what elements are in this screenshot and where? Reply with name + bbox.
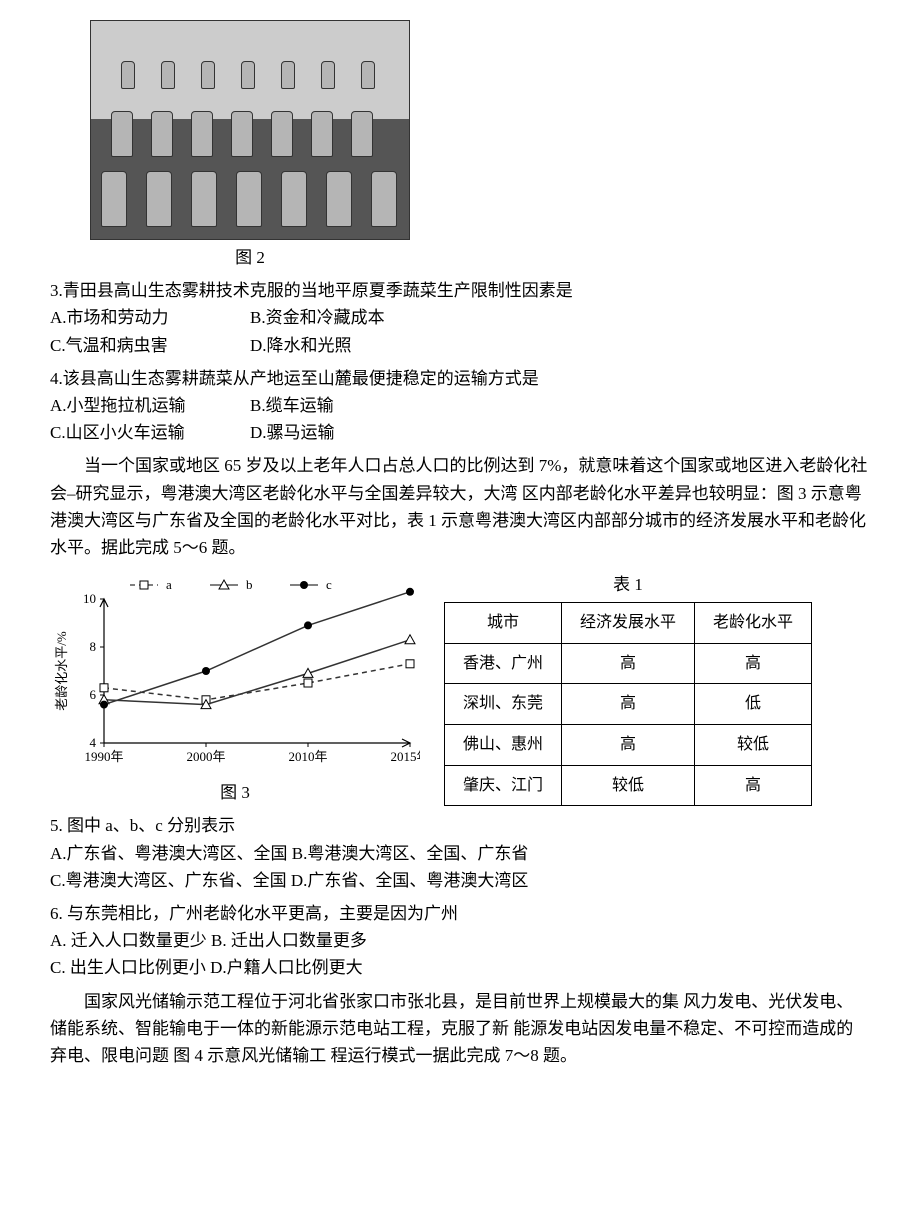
q4-option-b: B.缆车运输 [250,392,450,419]
q3-option-d: D.降水和光照 [250,332,450,359]
passage-7-8: 国家风光储输示范工程位于河北省张家口市张北县，是目前世界上规模最大的集 风力发电… [50,988,870,1070]
table-1-wrap: 表 1 城市经济发展水平老龄化水平香港、广州高高深圳、东莞高低佛山、惠州高较低肇… [444,571,812,806]
svg-text:老龄化水平/%: 老龄化水平/% [54,631,69,711]
table-cell: 深圳、东莞 [445,684,562,725]
table-header: 老龄化水平 [695,603,812,644]
svg-text:10: 10 [83,591,96,606]
svg-text:2010年: 2010年 [288,749,327,764]
q4-option-d: D.骡马运输 [250,419,450,446]
svg-text:2015年: 2015年 [390,749,420,764]
q3-stem: 3.青田县高山生态雾耕技术克服的当地平原夏季蔬菜生产限制性因素是 [50,277,870,304]
svg-text:c: c [326,577,332,592]
q4-option-a: A.小型拖拉机运输 [50,392,250,419]
passage-5-6: 当一个国家或地区 65 岁及以上老年人口占总人口的比例达到 7%，就意味着这个国… [50,452,870,561]
q4-option-c: C.山区小火车运输 [50,419,250,446]
table-cell: 高 [695,765,812,806]
q6-option-b: B. 迁出人口数量更多 [211,931,367,950]
figure-3-caption: 图 3 [50,779,420,806]
table-row: 肇庆、江门较低高 [445,765,812,806]
table-1: 城市经济发展水平老龄化水平香港、广州高高深圳、东莞高低佛山、惠州高较低肇庆、江门… [444,602,812,806]
q5-stem: 5. 图中 a、b、c 分别表示 [50,812,870,839]
q5-option-d: D.广东省、全国、粤港澳大湾区 [291,871,529,890]
table-header: 经济发展水平 [562,603,695,644]
svg-text:8: 8 [90,639,97,654]
q5-option-a: A.广东省、粤港澳大湾区、全国 [50,844,288,863]
svg-text:6: 6 [90,687,97,702]
table-cell: 高 [562,684,695,725]
q6-option-c: C. 出生人口比例更小 [50,958,206,977]
table-cell: 高 [695,643,812,684]
q6-stem: 6. 与东莞相比，广州老龄化水平更高，主要是因为广州 [50,900,870,927]
table-cell: 较低 [562,765,695,806]
q3-option-c: C.气温和病虫害 [50,332,250,359]
svg-text:1990年: 1990年 [84,749,123,764]
table-row: 深圳、东莞高低 [445,684,812,725]
figure-2-image [90,20,410,240]
chart-3: 4 6 8 10 1990年 2000年 2010年 2015年 老龄化水平/% a b c [50,571,420,771]
table-row: 佛山、惠州高较低 [445,725,812,766]
q3-option-b: B.资金和冷藏成本 [250,304,450,331]
table-cell: 高 [562,643,695,684]
table-cell: 肇庆、江门 [445,765,562,806]
table-cell: 较低 [695,725,812,766]
table-cell: 佛山、惠州 [445,725,562,766]
table-row: 香港、广州高高 [445,643,812,684]
svg-text:a: a [166,577,172,592]
q5-option-c: C.粤港澳大湾区、广东省、全国 [50,871,287,890]
chart-3-wrap: 4 6 8 10 1990年 2000年 2010年 2015年 老龄化水平/% a b c 图 3 [50,571,420,806]
svg-text:4: 4 [90,735,97,750]
table-cell: 香港、广州 [445,643,562,684]
svg-text:2000年: 2000年 [186,749,225,764]
q3-option-a: A.市场和劳动力 [50,304,250,331]
q5-option-b: B.粤港澳大湾区、全国、广东省 [292,844,529,863]
table-header: 城市 [445,603,562,644]
q4-stem: 4.该县高山生态雾耕蔬菜从产地运至山麓最便捷稳定的运输方式是 [50,365,870,392]
figure-2-caption: 图 2 [90,244,410,271]
table-cell: 高 [562,725,695,766]
q6-option-d: D.户籍人口比例更大 [210,958,363,977]
table-1-caption: 表 1 [444,571,812,598]
svg-text:b: b [246,577,253,592]
q6-option-a: A. 迁入人口数量更少 [50,931,207,950]
table-cell: 低 [695,684,812,725]
